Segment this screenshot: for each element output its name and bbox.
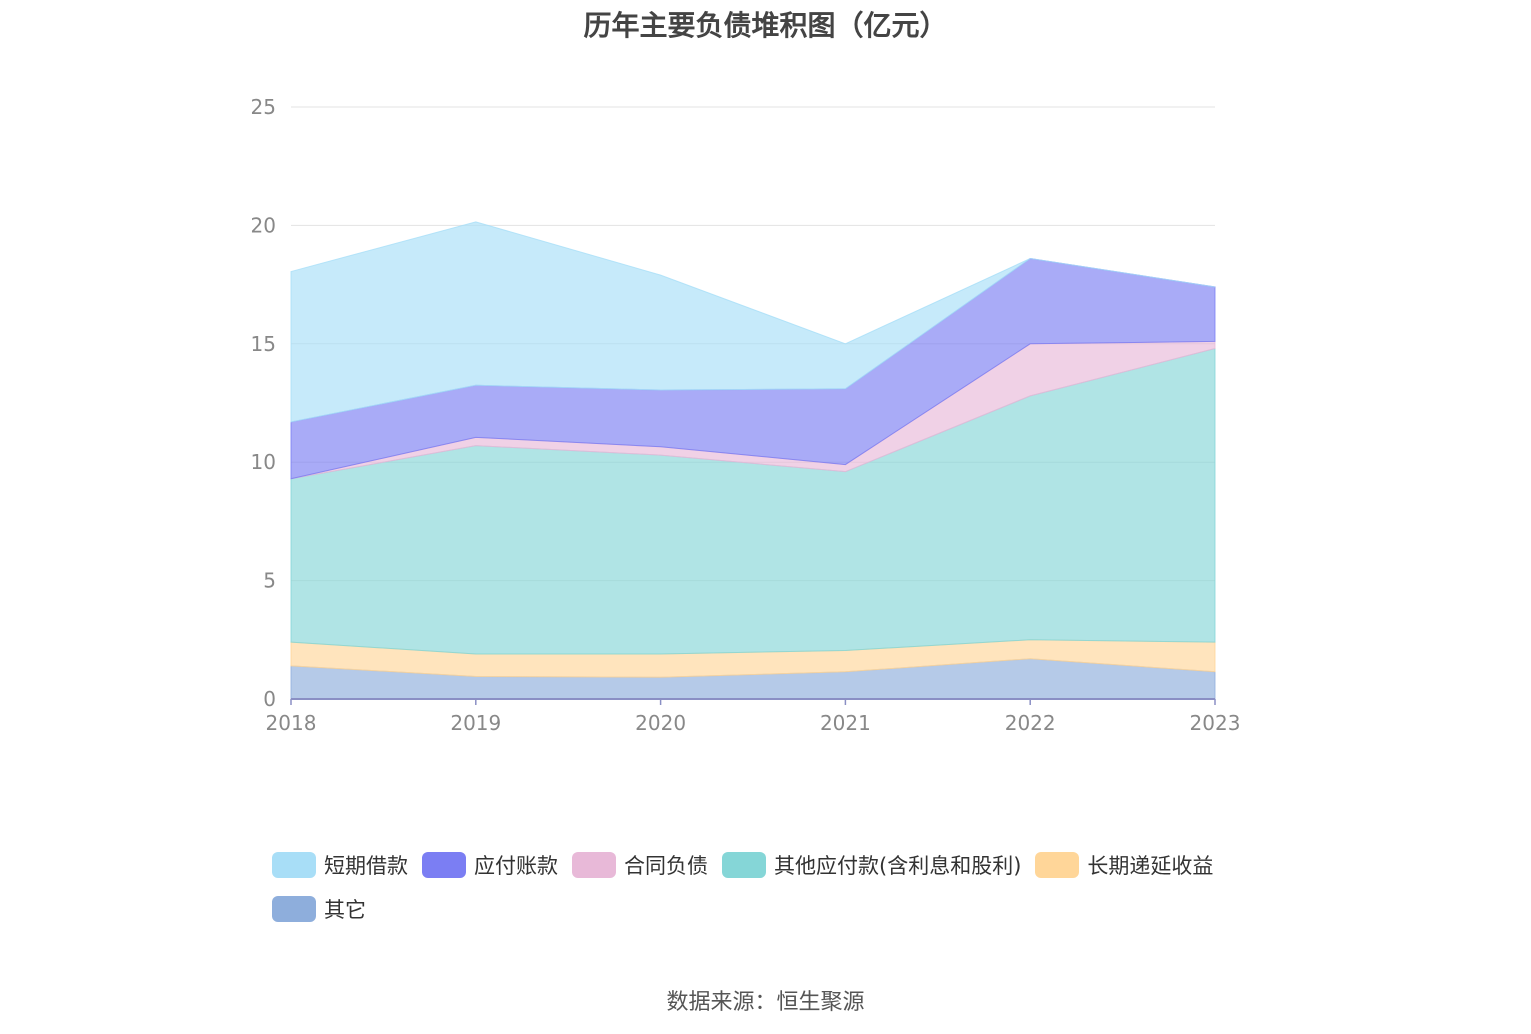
legend-label: 应付账款 <box>474 854 558 878</box>
legend-label: 其它 <box>324 898 366 922</box>
axes: 0 5 10 15 20 25 2018 2019 2020 2021 2022 2023 <box>251 95 1241 735</box>
legend-swatch <box>272 852 316 878</box>
legend-swatch <box>572 852 616 878</box>
legend-item[interactable]: 长期递延收益 <box>1035 850 1213 880</box>
legend: 短期借款 应付账款 合同负债 其他应付款(含利息和股利) 长期递延收益其它 <box>272 850 1282 938</box>
chart-title: 历年主要负债堆积图（亿元） <box>583 9 948 42</box>
area-series <box>290 221 1216 700</box>
x-tick-label: 2020 <box>635 711 686 735</box>
legend-label: 短期借款 <box>324 854 408 878</box>
legend-swatch <box>272 896 316 922</box>
y-tick-label: 20 <box>251 213 276 237</box>
y-tick-label: 0 <box>263 687 276 711</box>
legend-label: 长期递延收益 <box>1087 854 1214 878</box>
legend-item[interactable]: 应付账款 <box>422 850 558 880</box>
data-source: 数据来源：恒生聚源 <box>666 990 865 1015</box>
legend-label: 其他应付款(含利息和股利) <box>774 854 1022 878</box>
y-tick-label: 5 <box>263 569 276 593</box>
stacked-area-chart: 0 5 10 15 20 25 2018 2019 2020 2021 2022 2023 <box>251 95 1241 735</box>
x-tick-label: 2021 <box>820 711 871 735</box>
legend-item[interactable]: 短期借款 <box>272 850 408 880</box>
y-tick-label: 10 <box>251 450 276 474</box>
area-短期借款 <box>290 221 1216 423</box>
x-tick-label: 2019 <box>450 711 501 735</box>
y-tick-label: 25 <box>251 95 276 119</box>
legend-swatch <box>422 852 466 878</box>
x-tick-label: 2022 <box>1005 711 1056 735</box>
x-tick-label: 2018 <box>266 711 317 735</box>
x-tick-label: 2023 <box>1190 711 1241 735</box>
legend-swatch <box>1035 852 1080 878</box>
legend-label: 合同负债 <box>624 854 708 878</box>
legend-item[interactable]: 其它 <box>272 894 366 924</box>
y-tick-label: 15 <box>251 332 276 356</box>
legend-swatch <box>722 852 766 878</box>
legend-item[interactable]: 合同负债 <box>572 850 708 880</box>
legend-item[interactable]: 其他应付款(含利息和股利) <box>722 850 1021 880</box>
